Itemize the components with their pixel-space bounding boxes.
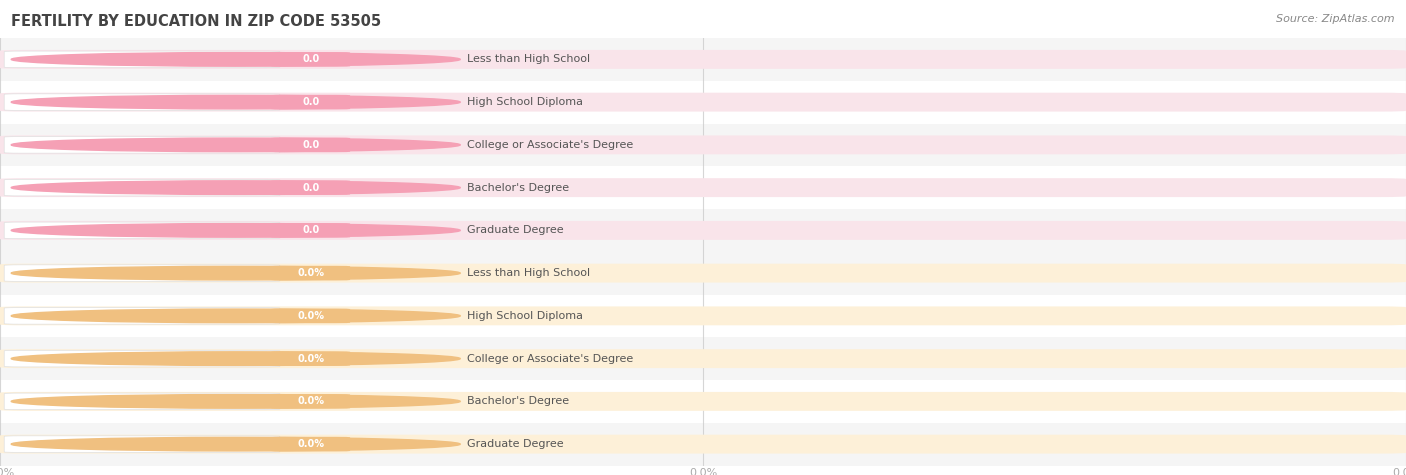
Text: College or Associate's Degree: College or Associate's Degree — [467, 353, 634, 364]
FancyBboxPatch shape — [0, 221, 1406, 240]
Bar — [0, 81, 1406, 124]
Circle shape — [11, 352, 460, 365]
Bar — [0, 380, 1406, 423]
Bar — [0, 209, 1406, 252]
Text: 0.0: 0.0 — [302, 140, 319, 150]
Text: 0.0: 0.0 — [302, 182, 319, 193]
Circle shape — [11, 181, 460, 194]
Circle shape — [11, 95, 460, 109]
Bar — [0, 337, 1406, 380]
Bar — [0, 124, 1406, 166]
FancyBboxPatch shape — [4, 351, 280, 367]
FancyBboxPatch shape — [271, 223, 350, 238]
Text: 0.0%: 0.0% — [297, 353, 325, 364]
FancyBboxPatch shape — [271, 180, 350, 195]
Bar — [0, 252, 1406, 294]
FancyBboxPatch shape — [271, 309, 350, 323]
Text: Graduate Degree: Graduate Degree — [467, 225, 564, 236]
Text: Source: ZipAtlas.com: Source: ZipAtlas.com — [1277, 14, 1395, 24]
Circle shape — [11, 437, 460, 451]
FancyBboxPatch shape — [271, 138, 350, 152]
FancyBboxPatch shape — [4, 222, 280, 238]
Text: Less than High School: Less than High School — [467, 54, 591, 65]
FancyBboxPatch shape — [271, 52, 350, 66]
FancyBboxPatch shape — [271, 352, 350, 366]
Circle shape — [11, 138, 460, 152]
FancyBboxPatch shape — [0, 50, 1406, 69]
FancyBboxPatch shape — [271, 95, 350, 109]
Text: Bachelor's Degree: Bachelor's Degree — [467, 182, 569, 193]
FancyBboxPatch shape — [4, 265, 280, 281]
FancyBboxPatch shape — [0, 135, 1406, 154]
Text: Bachelor's Degree: Bachelor's Degree — [467, 396, 569, 407]
Bar — [0, 423, 1406, 466]
FancyBboxPatch shape — [0, 178, 1406, 197]
FancyBboxPatch shape — [271, 437, 350, 451]
FancyBboxPatch shape — [0, 349, 1406, 368]
FancyBboxPatch shape — [4, 308, 280, 324]
Text: FERTILITY BY EDUCATION IN ZIP CODE 53505: FERTILITY BY EDUCATION IN ZIP CODE 53505 — [11, 14, 381, 29]
FancyBboxPatch shape — [0, 93, 1406, 112]
FancyBboxPatch shape — [4, 393, 280, 409]
FancyBboxPatch shape — [0, 264, 1406, 283]
Circle shape — [11, 224, 460, 237]
Text: 0.0: 0.0 — [302, 54, 319, 65]
FancyBboxPatch shape — [0, 306, 1406, 325]
Text: Graduate Degree: Graduate Degree — [467, 439, 564, 449]
Bar — [0, 166, 1406, 209]
FancyBboxPatch shape — [4, 51, 280, 67]
Text: College or Associate's Degree: College or Associate's Degree — [467, 140, 634, 150]
FancyBboxPatch shape — [4, 94, 280, 110]
Text: 0.0%: 0.0% — [297, 439, 325, 449]
Circle shape — [11, 309, 460, 323]
FancyBboxPatch shape — [0, 392, 1406, 411]
Bar — [0, 38, 1406, 81]
Text: High School Diploma: High School Diploma — [467, 97, 583, 107]
Circle shape — [11, 395, 460, 408]
Text: Less than High School: Less than High School — [467, 268, 591, 278]
Circle shape — [11, 53, 460, 66]
FancyBboxPatch shape — [4, 137, 280, 153]
Circle shape — [11, 266, 460, 280]
Text: 0.0: 0.0 — [302, 225, 319, 236]
FancyBboxPatch shape — [0, 435, 1406, 454]
FancyBboxPatch shape — [4, 180, 280, 196]
FancyBboxPatch shape — [4, 436, 280, 452]
Bar — [0, 294, 1406, 337]
FancyBboxPatch shape — [271, 394, 350, 408]
Text: High School Diploma: High School Diploma — [467, 311, 583, 321]
Text: 0.0: 0.0 — [302, 97, 319, 107]
Text: 0.0%: 0.0% — [297, 311, 325, 321]
Text: 0.0%: 0.0% — [297, 268, 325, 278]
Text: 0.0%: 0.0% — [297, 396, 325, 407]
FancyBboxPatch shape — [271, 266, 350, 280]
